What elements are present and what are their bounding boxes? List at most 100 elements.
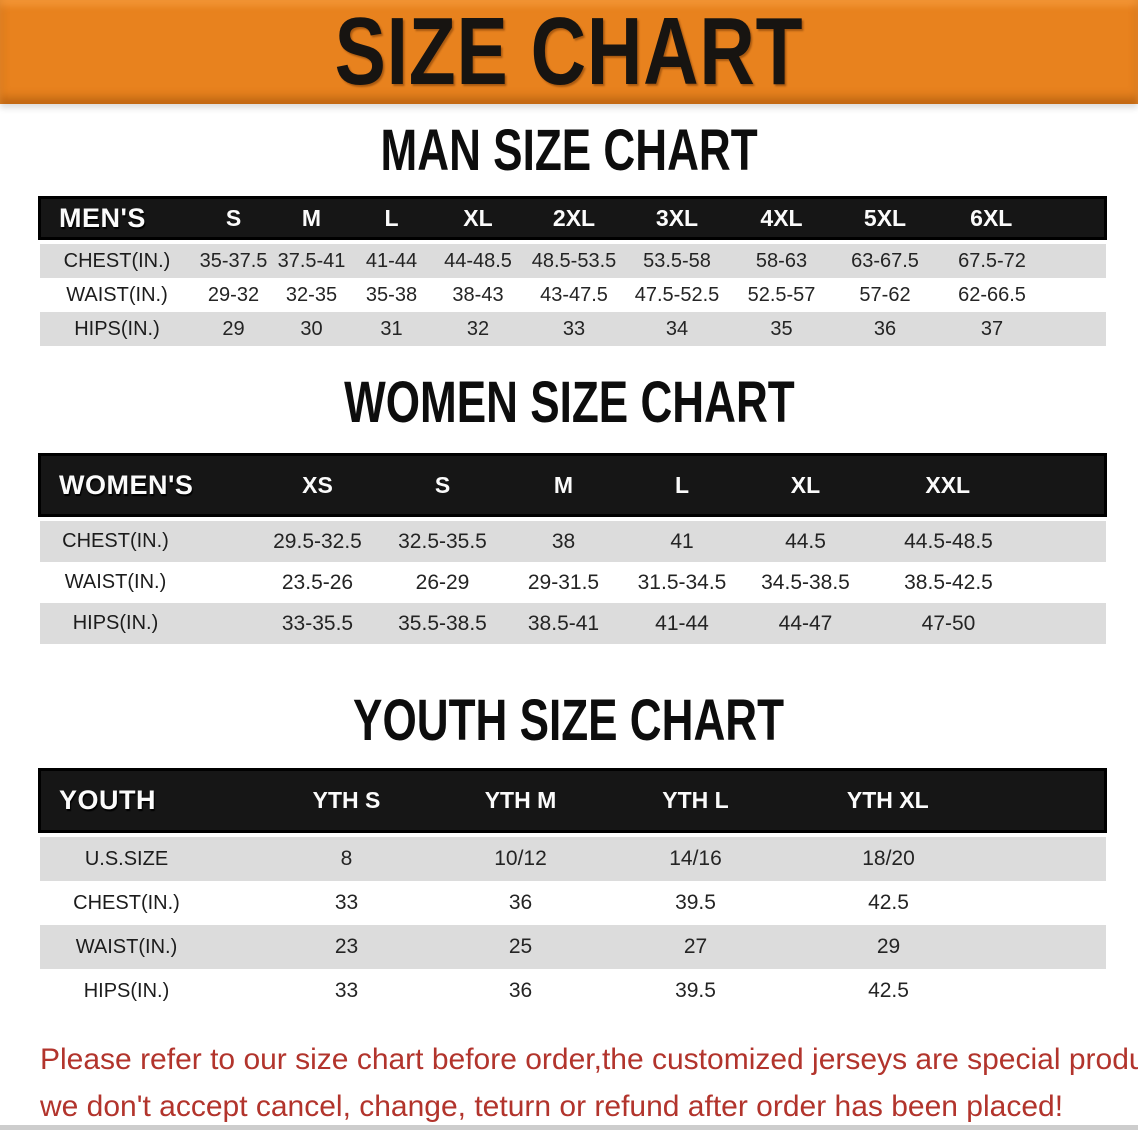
cell: 30 xyxy=(272,312,351,346)
cell: 25 xyxy=(433,925,608,969)
cell: 43-47.5 xyxy=(523,278,625,312)
cell: 35 xyxy=(729,312,834,346)
row-label: WAIST(IN.) xyxy=(39,278,195,312)
row-label: CHEST(IN.) xyxy=(39,244,195,278)
cell: 34 xyxy=(624,312,730,346)
col-header: 3XL xyxy=(624,196,730,240)
cell: 29 xyxy=(194,312,273,346)
cell: 29 xyxy=(783,925,1106,969)
row-label: HIPS(IN.) xyxy=(39,969,260,1013)
cell: 53.5-58 xyxy=(624,244,730,278)
col-header: YTH S xyxy=(259,768,434,833)
col-header: YTH L xyxy=(607,768,784,833)
col-header: L xyxy=(350,196,433,240)
cell: 41-44 xyxy=(350,244,433,278)
col-header: S xyxy=(194,196,273,240)
size-chart-banner: SIZE CHART xyxy=(0,0,1138,104)
col-header: XL xyxy=(432,196,524,240)
cell: 32.5-35.5 xyxy=(380,521,505,562)
table-row: CHEST(IN.) 35-37.5 37.5-41 41-44 44-48.5… xyxy=(39,244,1106,278)
cell: 44-48.5 xyxy=(432,244,524,278)
womens-size-table: WOMEN'S XS S M L XL XXL CHEST(IN.) 29.5-… xyxy=(38,453,1107,644)
row-label: HIPS(IN.) xyxy=(39,603,255,644)
cell: 48.5-53.5 xyxy=(523,244,625,278)
table-row: U.S.SIZE 8 10/12 14/16 18/20 xyxy=(39,837,1106,881)
women-size-chart-title: WOMEN SIZE CHART xyxy=(343,370,795,435)
disclaimer-text: Please refer to our size chart before or… xyxy=(40,1036,1138,1130)
header-gap xyxy=(39,515,1106,521)
cell: 36 xyxy=(433,881,608,925)
cell: 27 xyxy=(607,925,784,969)
youth-size-table: YOUTH YTH S YTH M YTH L YTH XL U.S.SIZE … xyxy=(38,768,1107,1013)
cell: 37.5-41 xyxy=(272,244,351,278)
row-label: CHEST(IN.) xyxy=(39,521,255,562)
row-label: U.S.SIZE xyxy=(39,837,260,881)
cell: 29.5-32.5 xyxy=(254,521,381,562)
bottom-divider xyxy=(0,1125,1138,1130)
youth-table-label: YOUTH xyxy=(38,768,260,833)
banner-title: SIZE CHART xyxy=(334,0,804,105)
cell: 35-37.5 xyxy=(194,244,273,278)
table-row: HIPS(IN.) 33-35.5 35.5-38.5 38.5-41 41-4… xyxy=(39,603,1106,644)
cell: 41 xyxy=(622,521,742,562)
cell: 31 xyxy=(350,312,433,346)
mens-table-label: MEN'S xyxy=(38,196,195,240)
cell: 44.5 xyxy=(741,521,870,562)
cell: 29-31.5 xyxy=(504,562,623,603)
cell: 37 xyxy=(936,312,1106,346)
col-header: XXL xyxy=(869,453,1107,517)
womens-table-label: WOMEN'S xyxy=(38,453,255,517)
youth-size-chart-title: YOUTH SIZE CHART xyxy=(353,688,785,753)
cell: 42.5 xyxy=(783,969,1106,1013)
col-header: L xyxy=(622,453,742,517)
col-header: M xyxy=(272,196,351,240)
cell: 44-47 xyxy=(741,603,870,644)
disclaimer-line-2: we don't accept cancel, change, teturn o… xyxy=(40,1090,1064,1123)
col-header: M xyxy=(504,453,623,517)
col-header: 6XL xyxy=(936,196,1107,240)
cell: 42.5 xyxy=(783,881,1106,925)
cell: 34.5-38.5 xyxy=(741,562,870,603)
table-row: CHEST(IN.) 29.5-32.5 32.5-35.5 38 41 44.… xyxy=(39,521,1106,562)
col-header: YTH M xyxy=(433,768,608,833)
cell: 36 xyxy=(833,312,937,346)
cell: 47-50 xyxy=(869,603,1106,644)
cell: 33 xyxy=(523,312,625,346)
cell: 58-63 xyxy=(729,244,834,278)
cell: 52.5-57 xyxy=(729,278,834,312)
cell: 57-62 xyxy=(833,278,937,312)
cell: 33 xyxy=(259,881,434,925)
col-header: 4XL xyxy=(729,196,834,240)
cell: 63-67.5 xyxy=(833,244,937,278)
cell: 35.5-38.5 xyxy=(380,603,505,644)
cell: 33 xyxy=(259,969,434,1013)
cell: 47.5-52.5 xyxy=(624,278,730,312)
table-row: HIPS(IN.) 29 30 31 32 33 34 35 36 37 xyxy=(39,312,1106,346)
col-header: XS xyxy=(254,453,381,517)
cell: 38.5-41 xyxy=(504,603,623,644)
row-label: HIPS(IN.) xyxy=(39,312,195,346)
cell: 35-38 xyxy=(350,278,433,312)
cell: 33-35.5 xyxy=(254,603,381,644)
cell: 39.5 xyxy=(607,969,784,1013)
col-header: 5XL xyxy=(833,196,937,240)
cell: 36 xyxy=(433,969,608,1013)
youth-table-header-row: YOUTH YTH S YTH M YTH L YTH XL xyxy=(38,768,1107,833)
cell: 32-35 xyxy=(272,278,351,312)
disclaimer-line-1: Please refer to our size chart before or… xyxy=(40,1043,1138,1076)
cell: 38-43 xyxy=(432,278,524,312)
row-label: CHEST(IN.) xyxy=(39,881,260,925)
table-row: WAIST(IN.) 23.5-26 26-29 29-31.5 31.5-34… xyxy=(39,562,1106,603)
cell: 39.5 xyxy=(607,881,784,925)
cell: 67.5-72 xyxy=(936,244,1106,278)
cell: 41-44 xyxy=(622,603,742,644)
row-label: WAIST(IN.) xyxy=(39,562,255,603)
table-row: WAIST(IN.) 23 25 27 29 xyxy=(39,925,1106,969)
col-header: 2XL xyxy=(523,196,625,240)
cell: 23.5-26 xyxy=(254,562,381,603)
cell: 31.5-34.5 xyxy=(622,562,742,603)
cell: 10/12 xyxy=(433,837,608,881)
row-label: WAIST(IN.) xyxy=(39,925,260,969)
header-gap xyxy=(39,831,1106,837)
cell: 23 xyxy=(259,925,434,969)
